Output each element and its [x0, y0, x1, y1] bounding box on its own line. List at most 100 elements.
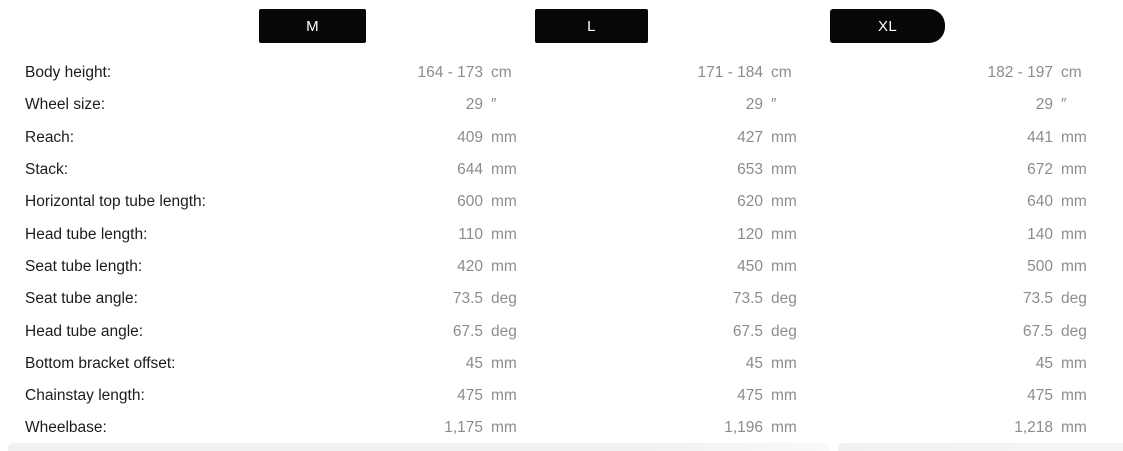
unit-xl: deg [1061, 322, 1087, 340]
value-l: 171 - 184 [697, 64, 764, 82]
unit-m: cm [491, 64, 512, 82]
value-m: 164 - 173 [417, 64, 484, 82]
row-label: Head tube length: [25, 225, 148, 243]
unit-l: mm [771, 161, 797, 179]
unit-m: mm [491, 161, 517, 179]
geometry-row: Seat tube angle: 73.5 deg 73.5 deg 73.5 deg [0, 283, 1123, 315]
row-label: Seat tube angle: [25, 290, 138, 308]
unit-m: ″ [491, 96, 497, 114]
value-xl: 73.5 [1022, 290, 1053, 308]
next-row-strip-left [8, 443, 830, 451]
value-l: 29 [745, 96, 763, 114]
geometry-row: Head tube angle: 67.5 deg 67.5 deg 67.5 deg [0, 315, 1123, 347]
value-l: 653 [737, 161, 763, 179]
value-xl: 441 [1027, 128, 1053, 146]
value-l: 620 [737, 193, 763, 211]
unit-m: mm [491, 419, 517, 437]
unit-xl: mm [1061, 193, 1087, 211]
unit-xl: mm [1061, 419, 1087, 437]
unit-m: mm [491, 257, 517, 275]
value-m: 1,175 [444, 419, 483, 437]
row-label: Seat tube length: [25, 257, 143, 275]
value-xl: 67.5 [1022, 322, 1053, 340]
size-tab-l[interactable]: L [535, 9, 648, 43]
row-label: Wheel size: [25, 96, 106, 114]
row-label: Horizontal top tube length: [25, 193, 206, 211]
unit-l: mm [771, 193, 797, 211]
row-label: Chainstay length: [25, 387, 145, 405]
unit-l: mm [771, 225, 797, 243]
geometry-row: Head tube length: 110 mm 120 mm 140 mm [0, 218, 1123, 250]
value-xl: 182 - 197 [987, 64, 1054, 82]
value-xl: 1,218 [1014, 419, 1053, 437]
value-l: 450 [737, 257, 763, 275]
geometry-row: Body height: 164 - 173 cm 171 - 184 cm 182 - … [0, 57, 1123, 89]
unit-l: deg [771, 290, 797, 308]
value-xl: 140 [1027, 225, 1053, 243]
row-label: Body height: [25, 64, 112, 82]
unit-m: mm [491, 387, 517, 405]
value-m: 45 [465, 354, 483, 372]
geometry-row: Wheel size: 29 ″ 29 ″ 29 ″ [0, 89, 1123, 121]
unit-l: ″ [771, 96, 777, 114]
size-tab-xl[interactable]: XL [830, 9, 945, 43]
next-row-strip-right [838, 443, 1123, 451]
unit-xl: mm [1061, 161, 1087, 179]
size-tab-m[interactable]: M [259, 9, 366, 43]
value-l: 1,196 [724, 419, 763, 437]
value-m: 475 [457, 387, 483, 405]
value-xl: 672 [1027, 161, 1053, 179]
geometry-row: Wheelbase: 1,175 mm 1,196 mm 1,218 mm [0, 412, 1123, 444]
value-m: 409 [457, 128, 483, 146]
geometry-row: Horizontal top tube length: 600 mm 620 mm 640… [0, 186, 1123, 218]
value-m: 29 [465, 96, 483, 114]
unit-l: mm [771, 387, 797, 405]
geometry-row: Reach: 409 mm 427 mm 441 mm [0, 122, 1123, 154]
geometry-row: Chainstay length: 475 mm 475 mm 475 mm [0, 380, 1123, 412]
value-l: 45 [745, 354, 763, 372]
unit-m: mm [491, 354, 517, 372]
geometry-row: Seat tube length: 420 mm 450 mm 500 mm [0, 251, 1123, 283]
value-m: 67.5 [452, 322, 483, 340]
value-l: 73.5 [732, 290, 763, 308]
unit-xl: mm [1061, 225, 1087, 243]
unit-l: mm [771, 419, 797, 437]
unit-xl: mm [1061, 354, 1087, 372]
unit-xl: mm [1061, 128, 1087, 146]
geometry-row: Bottom bracket offset: 45 mm 45 mm 45 mm [0, 348, 1123, 380]
value-m: 644 [457, 161, 483, 179]
row-label: Head tube angle: [25, 322, 144, 340]
unit-m: mm [491, 128, 517, 146]
value-xl: 500 [1027, 257, 1053, 275]
unit-xl: mm [1061, 387, 1087, 405]
value-m: 600 [457, 193, 483, 211]
value-m: 420 [457, 257, 483, 275]
geometry-row: Stack: 644 mm 653 mm 672 mm [0, 154, 1123, 186]
unit-m: deg [491, 290, 517, 308]
value-l: 67.5 [732, 322, 763, 340]
unit-xl: cm [1061, 64, 1082, 82]
row-label: Bottom bracket offset: [25, 354, 176, 372]
unit-m: mm [491, 225, 517, 243]
value-xl: 640 [1027, 193, 1053, 211]
unit-m: deg [491, 322, 517, 340]
value-xl: 29 [1035, 96, 1053, 114]
unit-xl: mm [1061, 257, 1087, 275]
unit-l: cm [771, 64, 792, 82]
unit-xl: deg [1061, 290, 1087, 308]
unit-l: mm [771, 257, 797, 275]
row-label: Wheelbase: [25, 419, 107, 437]
unit-l: mm [771, 354, 797, 372]
value-l: 427 [737, 128, 763, 146]
value-l: 120 [737, 225, 763, 243]
value-m: 73.5 [452, 290, 483, 308]
value-m: 110 [458, 225, 483, 243]
unit-xl: ″ [1061, 96, 1067, 114]
row-label: Reach: [25, 128, 75, 146]
unit-l: deg [771, 322, 797, 340]
row-label: Stack: [25, 161, 69, 179]
value-xl: 475 [1027, 387, 1053, 405]
unit-m: mm [491, 193, 517, 211]
unit-l: mm [771, 128, 797, 146]
